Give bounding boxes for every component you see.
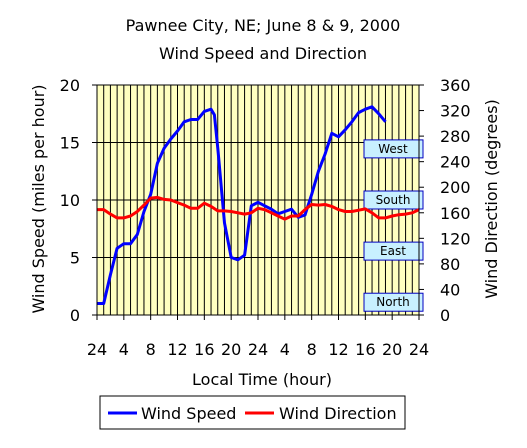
y2-axis-title: Wind Direction (degrees) [482,99,501,299]
chart-subtitle: Wind Speed and Direction [159,44,367,63]
axes: 24 4 8 12 16 20 24 4 8 12 16 20 24051015200408012016… [60,76,471,359]
legend-label-wind-direction: Wind Direction [279,404,397,423]
y2-tick-label: 200 [440,178,471,197]
x-tick-label: 24 [409,340,429,359]
x-tick-label: 24 [87,340,107,359]
y2-tick-label: 240 [440,153,471,172]
direction-label-box [363,190,424,210]
direction-label: East [380,244,406,258]
y2-tick-label: 40 [440,280,460,299]
x-tick-label: 4 [280,340,290,359]
x-tick-label: 16 [194,340,214,359]
series-layer [97,105,420,305]
legend: Wind Speed Wind Direction [99,395,406,430]
y-tick-label: 10 [60,191,80,210]
direction-label-box [363,292,424,312]
direction-label-box [363,139,424,159]
x-tick-label: 12 [328,340,348,359]
x-tick-label: 20 [382,340,402,359]
y2-tick-label: 120 [440,229,471,248]
direction-label: West [378,142,408,156]
x-tick-label: 8 [307,340,317,359]
chart-title: Pawnee City, NE; June 8 & 9, 2000 [126,16,401,35]
y2-tick-label: 160 [440,204,471,223]
x-tick-label: 16 [355,340,375,359]
x-tick-label: 24 [248,340,268,359]
y2-tick-label: 320 [440,102,471,121]
y2-tick-label: 280 [440,127,471,146]
y-tick-label: 20 [60,76,80,95]
y2-tick-label: 0 [440,306,450,325]
x-tick-label: 8 [146,340,156,359]
direction-label: South [376,193,411,207]
x-axis-title: Local Time (hour) [192,370,332,389]
y-tick-label: 5 [70,249,80,268]
x-tick-label: 20 [221,340,241,359]
y-axis-title: Wind Speed (miles per hour) [29,84,48,313]
x-tick-label: 12 [167,340,187,359]
direction-labels: North East South West [363,139,424,312]
direction-label: North [376,295,410,309]
x-tick-label: 4 [119,340,129,359]
wind-direction-line [97,195,420,221]
direction-label-box [363,241,424,261]
y-tick-label: 15 [60,134,80,153]
wind-speed-line [97,105,387,305]
y2-tick-label: 80 [440,255,460,274]
legend-label-wind-speed: Wind Speed [141,404,236,423]
y-tick-label: 0 [70,306,80,325]
y2-tick-label: 360 [440,76,471,95]
